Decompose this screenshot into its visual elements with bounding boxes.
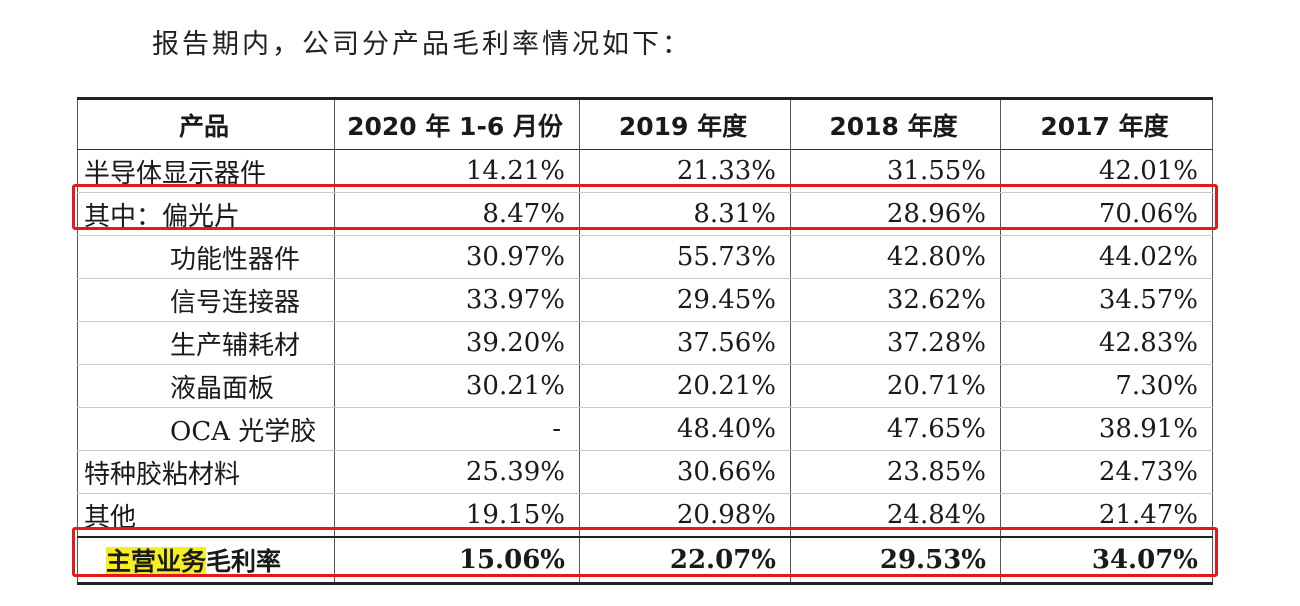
margin-cell: 37.56% bbox=[579, 321, 791, 365]
margin-cell: 20.98% bbox=[579, 493, 791, 538]
margin-cell: 25.39% bbox=[334, 450, 580, 494]
margin-cell: 44.02% bbox=[1000, 235, 1213, 279]
margin-cell: 28.96% bbox=[790, 192, 1001, 236]
product-name: 功能性器件 bbox=[77, 235, 335, 279]
total-row: 主营业务毛利率 15.06% 22.07% 29.53% 34.07% bbox=[77, 536, 1213, 585]
margin-cell: 29.45% bbox=[579, 278, 791, 322]
table-row: 液晶面板 30.21% 20.21% 20.71% 7.30% bbox=[77, 364, 1213, 408]
intro-text: 报告期内，公司分产品毛利率情况如下： bbox=[152, 29, 692, 60]
margin-cell: 30.97% bbox=[334, 235, 580, 279]
header-2017: 2017 年度 bbox=[1000, 97, 1213, 150]
margin-cell: 39.20% bbox=[334, 321, 580, 365]
product-name: 特种胶粘材料 bbox=[77, 450, 335, 494]
table-row: 其中：偏光片 8.47% 8.31% 28.96% 70.06% bbox=[77, 192, 1213, 236]
margin-cell: 70.06% bbox=[1000, 192, 1213, 236]
margin-cell: 24.84% bbox=[790, 493, 1001, 538]
header-2018: 2018 年度 bbox=[790, 97, 1001, 150]
margin-cell: 23.85% bbox=[790, 450, 1001, 494]
table-row: 特种胶粘材料 25.39% 30.66% 23.85% 24.73% bbox=[77, 450, 1213, 494]
highlighted-label: 主营业务 bbox=[106, 547, 207, 576]
total-cell: 29.53% bbox=[790, 536, 1001, 585]
table-row: 生产辅耗材 39.20% 37.56% 37.28% 42.83% bbox=[77, 321, 1213, 365]
margin-cell: 34.57% bbox=[1000, 278, 1213, 322]
margin-cell: 47.65% bbox=[790, 407, 1001, 451]
margin-cell: 42.80% bbox=[790, 235, 1001, 279]
margin-cell: 30.21% bbox=[334, 364, 580, 408]
margin-cell: 37.28% bbox=[790, 321, 1001, 365]
total-cell: 22.07% bbox=[579, 536, 791, 585]
total-label-rest: 毛利率 bbox=[206, 547, 282, 576]
header-2020h1: 2020 年 1-6 月份 bbox=[334, 97, 580, 150]
margin-cell: 24.73% bbox=[1000, 450, 1213, 494]
margin-cell: 8.47% bbox=[334, 192, 580, 236]
margin-cell: 20.21% bbox=[579, 364, 791, 408]
margin-cell: 30.66% bbox=[579, 450, 791, 494]
product-name: OCA 光学胶 bbox=[77, 407, 335, 451]
product-name: 液晶面板 bbox=[77, 364, 335, 408]
header-product: 产品 bbox=[77, 97, 335, 150]
margin-cell: - bbox=[334, 407, 580, 451]
margin-cell: 31.55% bbox=[790, 149, 1001, 193]
margin-cell: 48.40% bbox=[579, 407, 791, 451]
margin-cell: 42.01% bbox=[1000, 149, 1213, 193]
margin-cell: 38.91% bbox=[1000, 407, 1213, 451]
product-name: 生产辅耗材 bbox=[77, 321, 335, 365]
total-label: 主营业务毛利率 bbox=[77, 536, 335, 585]
margin-cell: 21.33% bbox=[579, 149, 791, 193]
product-name: 其他 bbox=[77, 493, 335, 538]
product-name: 半导体显示器件 bbox=[77, 149, 335, 193]
table-row: 功能性器件 30.97% 55.73% 42.80% 44.02% bbox=[77, 235, 1213, 279]
table-header-row: 产品 2020 年 1-6 月份 2019 年度 2018 年度 2017 年度 bbox=[77, 97, 1213, 150]
table-row: OCA 光学胶 - 48.40% 47.65% 38.91% bbox=[77, 407, 1213, 451]
margin-cell: 8.31% bbox=[579, 192, 791, 236]
table-row: 半导体显示器件 14.21% 21.33% 31.55% 42.01% bbox=[77, 149, 1213, 193]
margin-cell: 19.15% bbox=[334, 493, 580, 538]
gross-margin-table: 产品 2020 年 1-6 月份 2019 年度 2018 年度 2017 年度… bbox=[77, 97, 1213, 585]
table-row: 信号连接器 33.97% 29.45% 32.62% 34.57% bbox=[77, 278, 1213, 322]
product-name: 其中：偏光片 bbox=[77, 192, 335, 236]
margin-cell: 33.97% bbox=[334, 278, 580, 322]
margin-cell: 7.30% bbox=[1000, 364, 1213, 408]
total-cell: 15.06% bbox=[334, 536, 580, 585]
margin-cell: 21.47% bbox=[1000, 493, 1213, 538]
margin-cell: 55.73% bbox=[579, 235, 791, 279]
margin-cell: 20.71% bbox=[790, 364, 1001, 408]
margin-cell: 32.62% bbox=[790, 278, 1001, 322]
product-name: 信号连接器 bbox=[77, 278, 335, 322]
margin-cell: 14.21% bbox=[334, 149, 580, 193]
total-cell: 34.07% bbox=[1000, 536, 1213, 585]
margin-cell: 42.83% bbox=[1000, 321, 1213, 365]
header-2019: 2019 年度 bbox=[579, 97, 791, 150]
table-row: 其他 19.15% 20.98% 24.84% 21.47% bbox=[77, 493, 1213, 538]
